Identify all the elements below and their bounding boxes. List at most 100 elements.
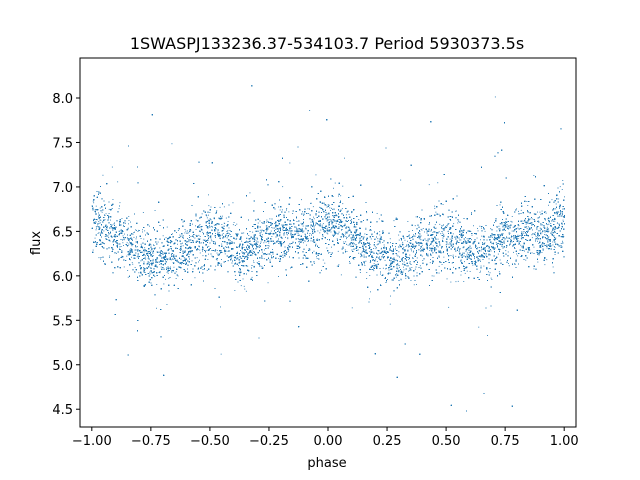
data-point xyxy=(352,235,354,237)
data-point xyxy=(304,233,306,235)
data-point xyxy=(150,255,152,257)
data-point xyxy=(187,248,189,250)
data-point xyxy=(545,211,547,213)
data-point xyxy=(229,234,231,235)
data-point xyxy=(412,251,414,253)
data-point xyxy=(366,212,368,214)
data-point xyxy=(405,246,407,247)
data-point xyxy=(138,229,139,231)
data-point xyxy=(462,229,464,231)
data-point xyxy=(253,234,255,236)
data-point xyxy=(266,221,267,223)
data-point xyxy=(475,263,476,264)
data-point xyxy=(426,247,428,249)
data-point xyxy=(484,242,486,244)
data-point xyxy=(144,230,146,232)
data-point xyxy=(347,244,349,246)
data-point xyxy=(336,215,338,217)
data-point xyxy=(407,265,409,267)
data-point xyxy=(533,175,535,176)
data-point xyxy=(552,266,554,268)
data-point xyxy=(338,231,340,233)
data-point xyxy=(137,249,139,250)
data-point xyxy=(271,252,273,253)
data-point xyxy=(289,227,291,229)
data-point xyxy=(199,224,201,225)
data-point xyxy=(491,234,493,236)
data-point xyxy=(358,252,360,254)
data-point xyxy=(489,249,491,251)
data-point xyxy=(429,262,431,264)
data-point xyxy=(535,238,537,239)
data-point xyxy=(474,262,475,264)
data-point xyxy=(443,256,445,258)
data-point xyxy=(266,230,268,232)
data-point xyxy=(471,255,472,257)
data-point xyxy=(387,279,388,280)
data-point xyxy=(501,242,503,244)
data-point xyxy=(310,225,312,226)
data-point xyxy=(420,235,422,237)
data-point xyxy=(156,251,158,253)
data-point xyxy=(266,219,268,221)
data-point xyxy=(540,213,542,215)
data-point xyxy=(98,221,100,222)
data-point xyxy=(281,243,282,244)
data-point xyxy=(497,253,499,255)
data-point xyxy=(406,265,408,267)
data-point xyxy=(521,238,523,240)
data-point xyxy=(218,255,220,256)
data-point xyxy=(97,233,99,234)
data-point xyxy=(326,206,328,208)
data-point xyxy=(234,225,236,226)
data-point xyxy=(414,268,416,270)
data-point xyxy=(557,222,558,224)
data-point xyxy=(233,255,235,257)
data-point xyxy=(390,247,391,249)
data-point xyxy=(242,245,244,246)
data-point xyxy=(139,230,140,231)
data-point xyxy=(232,224,234,226)
data-point xyxy=(142,242,144,244)
data-point xyxy=(562,180,564,181)
data-point xyxy=(104,219,106,221)
data-point xyxy=(382,254,383,256)
data-point xyxy=(498,271,500,273)
data-point xyxy=(449,238,451,240)
data-point xyxy=(172,233,173,235)
data-point xyxy=(94,209,96,211)
data-point xyxy=(94,237,96,239)
data-point xyxy=(122,235,124,237)
data-point xyxy=(545,219,546,221)
data-point xyxy=(461,236,463,238)
data-point xyxy=(127,227,129,229)
data-point xyxy=(517,255,519,257)
data-point xyxy=(480,260,481,262)
data-point xyxy=(107,235,109,237)
data-point xyxy=(346,251,348,252)
data-point xyxy=(237,247,239,248)
data-point xyxy=(234,256,236,258)
data-point xyxy=(227,260,229,262)
data-point xyxy=(451,238,453,239)
data-point xyxy=(511,230,513,232)
data-point xyxy=(390,295,391,297)
data-point xyxy=(226,237,228,239)
data-point xyxy=(297,234,299,236)
data-point xyxy=(271,227,273,228)
data-point xyxy=(500,241,502,243)
data-point xyxy=(99,207,101,209)
data-point xyxy=(553,232,555,234)
data-point xyxy=(185,262,187,263)
data-point xyxy=(183,256,184,258)
data-point xyxy=(188,241,190,243)
data-point xyxy=(290,228,292,229)
data-point xyxy=(95,226,97,228)
data-point xyxy=(510,220,512,222)
data-point xyxy=(555,208,557,210)
data-point xyxy=(462,247,464,249)
data-point xyxy=(110,224,111,225)
data-point xyxy=(152,255,154,257)
data-point xyxy=(195,219,197,221)
data-point xyxy=(99,233,101,235)
